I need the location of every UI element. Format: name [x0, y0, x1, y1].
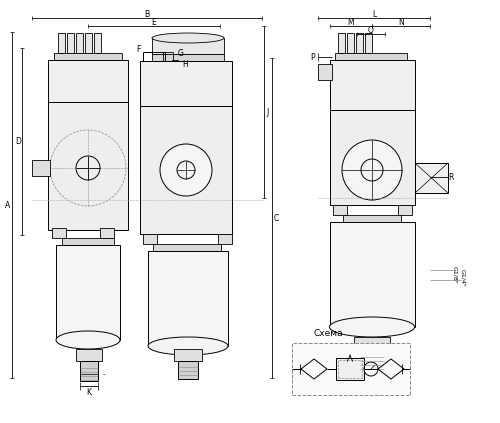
Circle shape [160, 144, 212, 196]
Bar [347, 33, 354, 53]
Bar [354, 337, 390, 351]
Ellipse shape [330, 317, 414, 337]
Bar [338, 360, 362, 378]
Bar [52, 228, 66, 238]
Bar [335, 53, 407, 60]
Bar [48, 60, 128, 102]
Bar [172, 60, 178, 70]
Text: P: P [310, 52, 316, 61]
Bar [94, 33, 101, 53]
Text: O: O [368, 25, 374, 35]
Text: E: E [152, 17, 156, 27]
Text: Схема: Схема [313, 329, 342, 338]
Ellipse shape [152, 33, 224, 43]
Text: N: N [398, 17, 404, 27]
Text: L: L [372, 9, 376, 19]
Bar [58, 33, 65, 53]
Bar [85, 33, 92, 53]
Circle shape [342, 140, 402, 200]
Text: A: A [6, 201, 10, 209]
Text: C: C [274, 214, 278, 222]
Bar [76, 349, 102, 361]
Bar [152, 54, 224, 61]
Bar [365, 33, 372, 53]
Bar [67, 33, 74, 53]
Bar [143, 234, 157, 244]
Bar [178, 361, 198, 379]
Bar [76, 33, 83, 53]
Bar [153, 244, 221, 251]
Bar [330, 110, 415, 205]
Bar [163, 52, 173, 68]
Text: -: - [103, 371, 105, 377]
Bar [330, 222, 415, 327]
Bar [398, 205, 412, 215]
Bar [336, 358, 364, 380]
Bar [218, 234, 232, 244]
Text: J: J [267, 107, 269, 116]
Text: D: D [15, 137, 21, 146]
Text: G1/4": G1/4" [460, 269, 466, 287]
Bar [140, 61, 232, 106]
Bar [148, 251, 228, 346]
Bar [48, 102, 128, 230]
Bar [174, 349, 202, 361]
Text: F: F [136, 44, 141, 53]
Text: H: H [182, 60, 188, 69]
Bar [356, 33, 363, 53]
Text: K: K [86, 387, 92, 396]
Ellipse shape [56, 331, 120, 349]
Bar [343, 215, 401, 222]
Bar [330, 60, 415, 110]
Bar [100, 228, 114, 238]
Bar [56, 245, 120, 340]
Text: M: M [348, 17, 354, 27]
Bar [338, 33, 345, 53]
Bar [333, 205, 347, 215]
Bar [360, 351, 384, 373]
Text: G: G [178, 49, 184, 58]
Bar [62, 238, 114, 245]
Text: G1/8": G1/8" [452, 266, 458, 284]
Bar [318, 64, 332, 80]
Text: B: B [144, 9, 150, 19]
Text: R: R [448, 173, 454, 181]
Ellipse shape [148, 337, 228, 355]
Bar [292, 343, 410, 395]
Bar [143, 52, 165, 74]
Bar [32, 160, 50, 176]
Bar [152, 38, 224, 54]
Bar [54, 53, 122, 60]
Bar [80, 361, 98, 381]
Bar [415, 163, 448, 193]
Bar [140, 106, 232, 234]
